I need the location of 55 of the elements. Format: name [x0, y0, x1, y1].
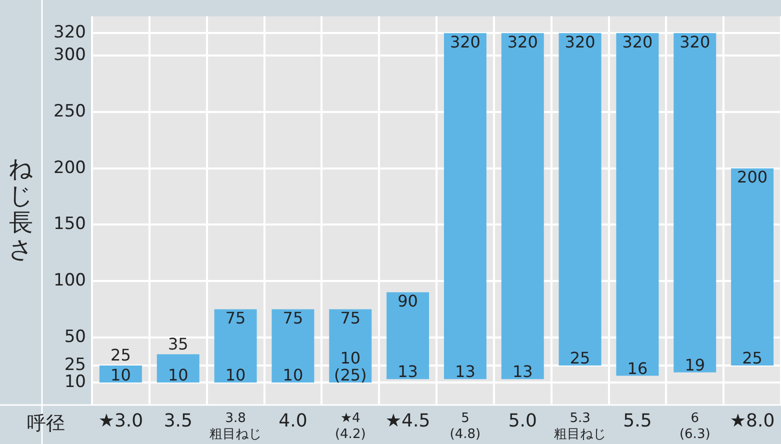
- x-tick-label: 5.5: [623, 410, 652, 432]
- annotation: 10: [110, 366, 131, 385]
- annotation: 13: [512, 362, 533, 382]
- annotation: 25: [110, 346, 131, 365]
- annotation: 90: [398, 291, 418, 310]
- annotation: 19: [684, 355, 706, 374]
- bar: [558, 33, 602, 366]
- annotation: 10 (25): [334, 348, 367, 385]
- annotation: 320: [450, 32, 480, 52]
- x-tick-label: 3.8 粗目ねじ: [210, 411, 262, 442]
- bar: [386, 292, 430, 380]
- y-tick-label: 150: [54, 214, 86, 234]
- annotation: 13: [455, 362, 476, 382]
- bar: [444, 33, 486, 380]
- y-tick-label: 100: [54, 270, 86, 290]
- x-tick-label: ★8.0: [730, 410, 775, 432]
- y-tick-label: 200: [54, 158, 86, 178]
- bar: [731, 168, 774, 366]
- y-tick-label: 320: [54, 22, 86, 43]
- annotation: 16: [627, 358, 648, 378]
- bar: [616, 33, 659, 376]
- bar: [501, 33, 544, 380]
- annotation: 13: [398, 362, 418, 382]
- x-tick-label: 5.0: [508, 410, 537, 432]
- y-tick-label: 250: [54, 101, 86, 122]
- annotation: 35: [168, 334, 188, 354]
- annotation: 320: [564, 32, 596, 52]
- x-tick-label: 5.3 粗目ねじ: [554, 411, 606, 442]
- x-tick-label: 5 (4.8): [450, 411, 481, 442]
- annotation: 200: [737, 167, 768, 186]
- bar: [674, 33, 716, 372]
- x-tick-label: 6 (6.3): [679, 411, 710, 442]
- annotation: 320: [680, 32, 710, 52]
- annotation: 10: [168, 366, 188, 385]
- annotation: 320: [622, 32, 653, 52]
- y-axis-title: ねじ長さ: [8, 154, 34, 264]
- annotation: 25: [742, 348, 762, 368]
- annotation: 320: [507, 32, 538, 52]
- y-tick-label: 50: [64, 326, 86, 347]
- bar: [156, 354, 200, 382]
- x-tick-label: ★3.0: [98, 410, 144, 432]
- x-tick-label: ★4.5: [385, 410, 430, 432]
- y-tick-label: 300: [54, 45, 86, 66]
- x-tick-label: 4.0: [278, 410, 308, 432]
- annotation: 10: [225, 366, 246, 385]
- annotation: 25: [570, 348, 590, 368]
- x-tick-label: ★4 (4.2): [334, 411, 366, 442]
- bar: [214, 309, 257, 382]
- x-tick-label: 3.5: [164, 410, 192, 432]
- annotation: 75: [282, 308, 304, 328]
- bar: [272, 309, 314, 382]
- annotation: 75: [225, 308, 246, 328]
- annotation: 10: [282, 366, 304, 385]
- x-axis-title: 呼径: [27, 412, 65, 434]
- annotation: 75: [340, 308, 361, 328]
